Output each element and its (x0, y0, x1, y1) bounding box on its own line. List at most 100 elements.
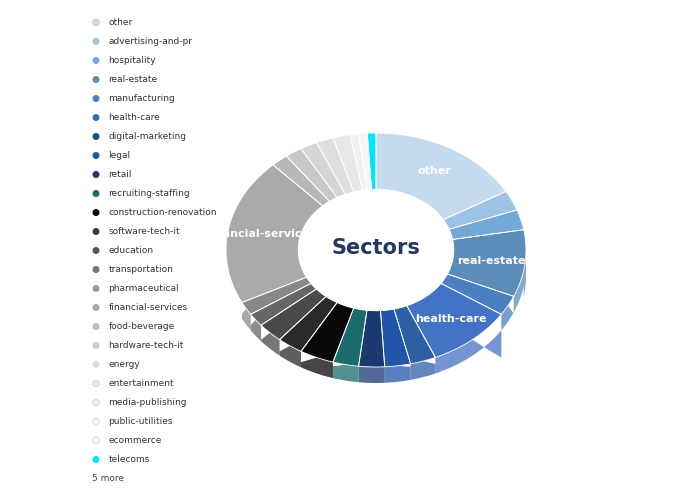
Circle shape (93, 456, 100, 463)
Text: 5 more: 5 more (93, 474, 125, 483)
Polygon shape (333, 135, 363, 192)
Polygon shape (242, 277, 311, 314)
Text: Sectors: Sectors (332, 238, 420, 258)
Text: legal: legal (108, 151, 131, 160)
Polygon shape (380, 309, 394, 326)
Polygon shape (301, 352, 333, 378)
Circle shape (93, 133, 100, 140)
Text: media-publishing: media-publishing (108, 398, 187, 407)
Text: advertising-and-pr: advertising-and-pr (108, 37, 192, 46)
Text: entertainment: entertainment (108, 379, 174, 388)
Polygon shape (441, 274, 447, 299)
Text: real-estate: real-estate (457, 256, 526, 266)
Polygon shape (441, 274, 514, 314)
Text: digital-marketing: digital-marketing (108, 132, 186, 141)
Circle shape (93, 95, 100, 102)
Circle shape (93, 285, 100, 292)
Text: other: other (417, 166, 451, 176)
Polygon shape (226, 165, 323, 302)
Text: construction-renovation: construction-renovation (108, 208, 217, 217)
Text: hardware-tech-it: hardware-tech-it (108, 341, 184, 350)
Polygon shape (280, 340, 301, 367)
Polygon shape (514, 230, 526, 312)
Text: education: education (108, 246, 154, 255)
Circle shape (93, 361, 100, 368)
Polygon shape (367, 310, 380, 326)
Text: financial-services: financial-services (206, 230, 316, 239)
Text: manufacturing: manufacturing (108, 94, 175, 103)
Text: telecoms: telecoms (108, 455, 150, 464)
Polygon shape (407, 283, 441, 322)
Circle shape (93, 323, 100, 330)
Text: energy: energy (108, 360, 140, 369)
Text: hospitality: hospitality (108, 56, 156, 65)
Polygon shape (326, 296, 337, 318)
Circle shape (93, 190, 100, 197)
Text: food-beverage: food-beverage (108, 322, 175, 331)
Polygon shape (286, 148, 337, 202)
Text: real-estate: real-estate (108, 75, 158, 84)
Polygon shape (410, 358, 435, 380)
Circle shape (93, 171, 100, 178)
Text: health-care: health-care (108, 113, 160, 122)
Polygon shape (307, 277, 311, 299)
Circle shape (93, 57, 100, 64)
Circle shape (93, 209, 100, 216)
Polygon shape (376, 133, 506, 220)
Circle shape (93, 247, 100, 254)
Text: financial-services: financial-services (108, 303, 188, 312)
Text: ecommerce: ecommerce (108, 436, 162, 445)
Polygon shape (333, 308, 367, 366)
Polygon shape (242, 302, 250, 330)
Polygon shape (261, 289, 326, 340)
Circle shape (93, 152, 100, 159)
Circle shape (93, 228, 100, 235)
Text: pharmaceutical: pharmaceutical (108, 284, 179, 293)
Polygon shape (502, 296, 514, 330)
Circle shape (93, 38, 100, 45)
Polygon shape (359, 310, 385, 367)
Text: retail: retail (108, 170, 132, 179)
Polygon shape (337, 302, 354, 324)
Polygon shape (354, 308, 367, 326)
Circle shape (93, 342, 100, 349)
Polygon shape (317, 289, 326, 312)
Text: transportation: transportation (108, 265, 173, 274)
Polygon shape (250, 314, 261, 341)
Text: software-tech-it: software-tech-it (108, 227, 180, 236)
Polygon shape (449, 210, 524, 240)
Polygon shape (250, 283, 317, 325)
Text: recruiting-staffing: recruiting-staffing (108, 189, 190, 198)
Polygon shape (380, 309, 410, 367)
Text: other: other (108, 18, 133, 27)
Polygon shape (447, 230, 526, 296)
Circle shape (93, 380, 100, 387)
Circle shape (93, 19, 100, 26)
Circle shape (93, 399, 100, 406)
Text: health-care: health-care (415, 314, 487, 324)
Polygon shape (435, 314, 502, 374)
Polygon shape (385, 364, 410, 383)
Polygon shape (301, 142, 345, 198)
Polygon shape (317, 138, 354, 194)
Polygon shape (311, 283, 317, 305)
Polygon shape (359, 366, 385, 383)
Polygon shape (299, 190, 454, 310)
Polygon shape (407, 283, 502, 358)
Circle shape (93, 76, 100, 83)
Polygon shape (301, 302, 354, 362)
Polygon shape (280, 296, 337, 352)
Polygon shape (350, 134, 367, 190)
Circle shape (93, 437, 100, 444)
Circle shape (93, 114, 100, 121)
Polygon shape (333, 362, 359, 382)
Text: public-utilities: public-utilities (108, 417, 173, 426)
Polygon shape (359, 133, 372, 190)
Polygon shape (261, 325, 280, 356)
Circle shape (93, 418, 100, 425)
Polygon shape (443, 192, 517, 230)
Polygon shape (273, 156, 330, 206)
Circle shape (93, 266, 100, 273)
Circle shape (93, 304, 100, 311)
Polygon shape (394, 306, 435, 364)
